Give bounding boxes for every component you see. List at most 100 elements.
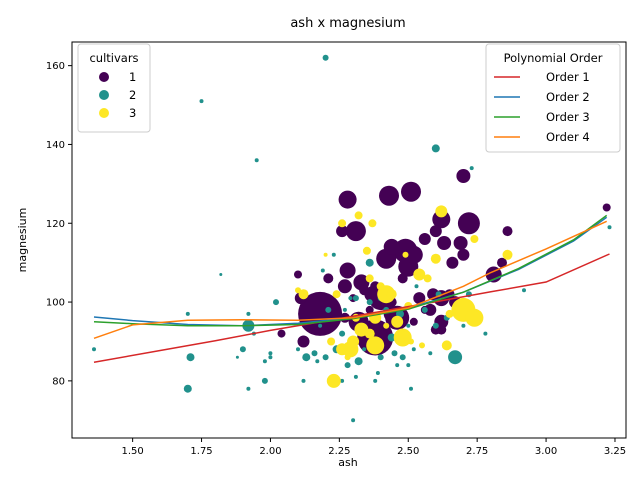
x-tick-label: 2.50 xyxy=(397,446,419,457)
point-cultivar-3-32 xyxy=(332,290,341,299)
point-cultivar-3-10 xyxy=(347,335,360,348)
point-cultivar-1-22 xyxy=(453,236,468,250)
point-cultivar-2-18 xyxy=(296,347,300,352)
point-cultivar-2-36 xyxy=(354,357,363,366)
point-cultivar-2-8 xyxy=(246,311,251,316)
point-cultivar-2-2 xyxy=(186,353,195,362)
point-cultivar-2-15 xyxy=(273,299,279,306)
point-cultivar-2-27 xyxy=(331,252,336,257)
point-cultivar-3-21 xyxy=(408,338,414,345)
y-tick-label: 100 xyxy=(46,298,65,309)
point-cultivar-2-47 xyxy=(395,363,400,368)
fit-legend-title: Polynomial Order xyxy=(504,51,603,65)
point-cultivar-1-51 xyxy=(365,305,374,314)
point-cultivar-3-18 xyxy=(391,315,404,328)
point-cultivar-1-20 xyxy=(429,225,442,238)
point-cultivar-2-67 xyxy=(522,288,526,293)
point-cultivar-2-33 xyxy=(351,418,356,423)
point-cultivar-3-24 xyxy=(423,274,432,283)
point-cultivar-2-38 xyxy=(366,299,373,306)
point-cultivar-3-7 xyxy=(326,373,341,388)
fit-curve-order-3 xyxy=(93,214,608,327)
point-cultivar-3-27 xyxy=(441,340,452,351)
point-cultivar-1-45 xyxy=(436,324,447,335)
point-cultivar-1-49 xyxy=(409,317,418,326)
point-cultivar-1-24 xyxy=(456,169,471,183)
y-tick-label: 80 xyxy=(52,376,65,387)
point-cultivar-3-26 xyxy=(435,205,448,218)
point-cultivar-3-33 xyxy=(338,219,347,228)
hue-legend-marker-3 xyxy=(99,108,109,118)
point-cultivar-2-71 xyxy=(318,323,323,328)
point-cultivar-2-50 xyxy=(406,363,411,368)
point-cultivar-3-29 xyxy=(470,235,479,243)
point-cultivar-3-14 xyxy=(365,274,374,283)
point-cultivar-3-22 xyxy=(413,268,426,281)
y-axis-ticks: 80 100 120 140 160 xyxy=(46,61,72,387)
hue-legend-title: cultivars xyxy=(89,51,138,65)
point-cultivar-2-63 xyxy=(461,323,466,328)
point-cultivar-2-5 xyxy=(219,273,223,276)
point-cultivar-2-29 xyxy=(340,378,345,383)
point-cultivar-2-49 xyxy=(399,354,406,361)
point-cultivar-2-26 xyxy=(325,306,332,313)
point-cultivar-2-31 xyxy=(344,362,351,369)
point-cultivar-1-50 xyxy=(374,327,387,340)
point-cultivar-1-11 xyxy=(345,221,366,242)
point-cultivar-2-3 xyxy=(185,311,190,316)
point-cultivar-2-23 xyxy=(320,268,325,273)
point-cultivar-2-30 xyxy=(342,307,347,312)
point-cultivar-1-30 xyxy=(446,256,459,269)
point-cultivar-2-46 xyxy=(391,350,398,357)
x-axis-label: ash xyxy=(338,456,357,469)
y-axis-label: magnesium xyxy=(16,208,29,273)
point-cultivar-3-17 xyxy=(386,289,397,300)
hue-legend-entries: 1 2 3 xyxy=(99,70,136,120)
fit-legend-label-2: Order 2 xyxy=(546,90,590,104)
point-cultivar-2-41 xyxy=(375,371,380,375)
hue-legend-marker-1 xyxy=(99,72,109,82)
y-tick-label: 160 xyxy=(46,61,65,72)
point-cultivar-2-24 xyxy=(322,54,329,61)
point-cultivar-2-20 xyxy=(302,353,311,362)
point-cultivar-3-15 xyxy=(368,219,377,228)
point-cultivar-3-36 xyxy=(295,287,301,294)
fit-legend-entries: Order 1 Order 2 Order 3 Order 4 xyxy=(494,70,590,144)
point-cultivar-3-3 xyxy=(366,336,385,355)
point-cultivar-2-45 xyxy=(387,333,396,342)
hue-legend-marker-2 xyxy=(99,90,109,100)
point-cultivar-3-6 xyxy=(364,328,375,339)
point-cultivar-3-23 xyxy=(419,342,425,349)
point-cultivar-2-56 xyxy=(428,351,433,356)
fit-legend-box xyxy=(485,43,621,153)
point-cultivar-2-54 xyxy=(414,284,419,289)
hue-legend-label-2: 2 xyxy=(129,88,136,102)
point-cultivar-1-21 xyxy=(437,236,452,250)
points-layer xyxy=(92,54,612,423)
fit-curve-order-4 xyxy=(93,220,608,340)
point-cultivar-3-28 xyxy=(445,309,454,318)
point-cultivar-1-25 xyxy=(502,226,513,237)
point-cultivar-2-12 xyxy=(262,359,267,364)
point-cultivar-2-39 xyxy=(365,258,374,267)
point-cultivar-3-30 xyxy=(502,249,513,260)
point-cultivar-1-40 xyxy=(323,273,334,284)
point-cultivar-2-69 xyxy=(339,330,346,337)
point-cultivar-3-35 xyxy=(298,289,309,300)
plot-frame xyxy=(71,41,627,439)
point-cultivar-3-13 xyxy=(362,246,371,255)
point-cultivar-2-19 xyxy=(301,378,306,383)
fit-curves-layer xyxy=(93,214,610,364)
fit-curve-order-1 xyxy=(93,253,610,364)
hue-legend-box xyxy=(77,43,151,133)
point-cultivar-1-38 xyxy=(277,329,286,338)
x-tick-label: 2.75 xyxy=(466,446,488,457)
point-cultivar-2-11 xyxy=(261,377,268,384)
point-cultivar-1-17 xyxy=(404,245,423,264)
point-cultivar-2-1 xyxy=(183,384,192,393)
point-cultivar-2-37 xyxy=(362,347,367,352)
point-cultivar-1-19 xyxy=(418,233,431,245)
point-cultivar-2-52 xyxy=(409,386,413,391)
